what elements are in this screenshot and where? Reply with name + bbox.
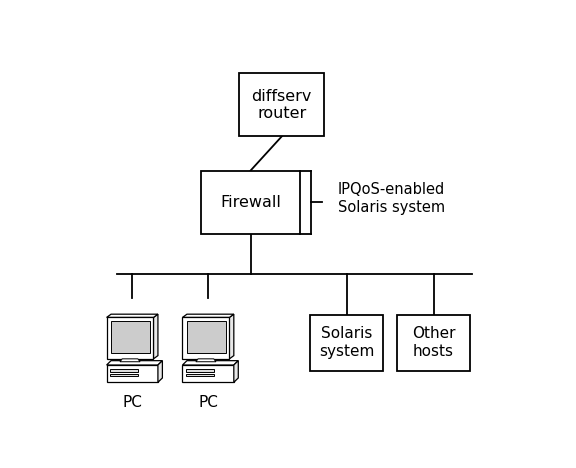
- Text: Other
hosts: Other hosts: [412, 327, 456, 359]
- Polygon shape: [196, 359, 216, 362]
- Bar: [110, 369, 138, 372]
- Polygon shape: [107, 314, 158, 317]
- Bar: [202, 170, 300, 234]
- Bar: [240, 73, 324, 136]
- Polygon shape: [158, 361, 162, 382]
- Polygon shape: [107, 361, 162, 365]
- Bar: [397, 314, 471, 371]
- Bar: [186, 369, 214, 372]
- Text: PC: PC: [198, 395, 218, 410]
- Text: Firewall: Firewall: [220, 195, 281, 210]
- Bar: [107, 365, 158, 382]
- Bar: [111, 321, 150, 353]
- Text: Solaris
system: Solaris system: [319, 327, 374, 359]
- Polygon shape: [120, 359, 140, 362]
- Polygon shape: [183, 314, 234, 317]
- Bar: [110, 374, 138, 376]
- Bar: [183, 317, 229, 359]
- Bar: [187, 321, 226, 353]
- Text: PC: PC: [122, 395, 142, 410]
- Bar: [186, 374, 214, 376]
- Bar: [310, 314, 384, 371]
- Polygon shape: [153, 314, 158, 359]
- Bar: [183, 365, 234, 382]
- Bar: [107, 317, 153, 359]
- Polygon shape: [234, 361, 238, 382]
- Polygon shape: [183, 361, 238, 365]
- Text: diffserv
router: diffserv router: [252, 88, 312, 121]
- Polygon shape: [229, 314, 234, 359]
- Text: IPQoS-enabled
Solaris system: IPQoS-enabled Solaris system: [338, 183, 445, 215]
